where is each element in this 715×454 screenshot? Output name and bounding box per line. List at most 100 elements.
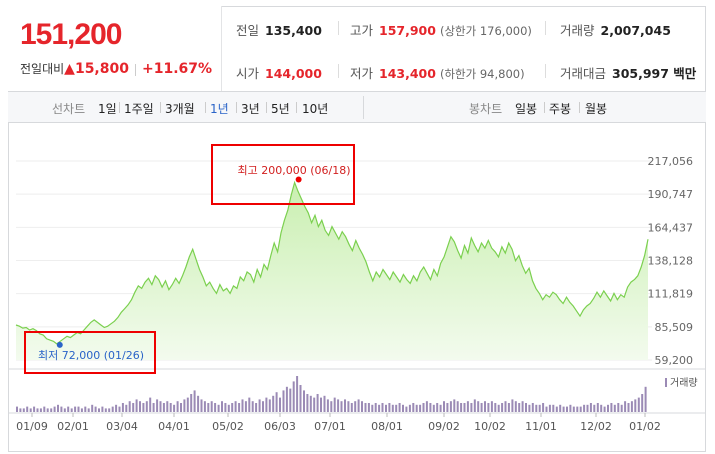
volume-bar (572, 406, 575, 412)
volume-bar (173, 404, 176, 412)
volume-bar (610, 403, 613, 412)
volume-bar (347, 401, 350, 412)
period-1y[interactable]: 1년 (210, 102, 229, 116)
volume-bar (265, 397, 268, 412)
volume-bar (125, 404, 128, 412)
volume-bar (487, 403, 490, 412)
volume-bar (238, 403, 241, 412)
period-5y[interactable]: 5년 (271, 102, 290, 116)
quote-panel: 151,200 전일대비▲15,800 +11.67% 전일 135,400 고가 1… (8, 6, 706, 92)
volume-bar (203, 401, 206, 412)
volume-bar (429, 403, 432, 412)
change-percent: +11.67% (141, 61, 213, 77)
volume-bar (422, 403, 425, 412)
volume-bar (497, 404, 500, 412)
candle-daily[interactable]: 일봉 (515, 102, 538, 116)
volume-bar (436, 403, 439, 412)
volume-bar (39, 408, 42, 412)
volume-bar (490, 401, 493, 412)
volume-bar (326, 399, 329, 412)
period-1d[interactable]: 1일 (98, 102, 117, 116)
max-annotation: 최고 200,000 (06/18) (237, 164, 350, 177)
high-price: 고가 157,900 (상한가 176,000) (350, 20, 532, 39)
period-1w[interactable]: 1주일 (124, 102, 154, 116)
volume-bar (214, 403, 217, 412)
volume-bar (357, 399, 360, 412)
volume-bar (548, 404, 551, 412)
volume-bar (231, 403, 234, 412)
volume-bar (248, 397, 251, 412)
volume-bar (494, 403, 497, 412)
volume-bar (555, 406, 558, 412)
volume-bar (453, 399, 456, 412)
volume-bar (244, 401, 247, 412)
volume-bar (337, 399, 340, 412)
divider (544, 102, 545, 113)
volume-bar (531, 403, 534, 412)
volume-bar (460, 403, 463, 412)
max-point (295, 176, 302, 183)
y-tick-label: 59,200 (655, 354, 694, 367)
upper-limit: (상한가 176,000) (439, 24, 532, 38)
volume-bar (644, 386, 647, 412)
volume-bar (586, 404, 589, 412)
min-annotation: 최저 72,000 (01/26) (38, 349, 144, 362)
volume-bar (268, 399, 271, 412)
volume-bar (402, 404, 404, 412)
volume-bar (627, 403, 630, 412)
volume-bar (361, 401, 363, 412)
volume-bar (333, 397, 336, 412)
volume-bar (67, 406, 70, 412)
volume-bar (412, 403, 415, 412)
volume-bar (118, 406, 121, 412)
period-10y[interactable]: 10년 (302, 102, 329, 116)
candle-weekly[interactable]: 주봉 (549, 102, 572, 116)
volume-legend-swatch (665, 378, 667, 387)
x-tick-label: 09/02 (428, 420, 460, 433)
volume-bar (569, 404, 572, 412)
volume-bar (57, 404, 59, 412)
volume-bar (371, 404, 374, 412)
line-chart-title: 선차트 (52, 102, 86, 116)
volume-bar (289, 388, 292, 412)
volume-bar (104, 408, 107, 412)
volume-bar (292, 381, 295, 412)
volume-bar (279, 397, 281, 412)
volume-bar (84, 406, 87, 412)
volume-bar (408, 404, 411, 412)
period-3m[interactable]: 3개월 (165, 102, 195, 116)
volume-bar (613, 404, 616, 412)
volume-bar (344, 399, 346, 412)
volume-bar (511, 399, 514, 412)
volume-bar (135, 399, 138, 412)
volume-bar (405, 406, 408, 412)
volume-bar (603, 406, 606, 412)
trade-amount: 거래대금 305,997 백만 (560, 63, 696, 82)
volume-bar (207, 403, 210, 412)
volume-bar (330, 401, 333, 412)
x-tick-label: 01/02 (629, 420, 661, 433)
divider (205, 102, 206, 113)
lower-limit: (하한가 94,800) (439, 67, 525, 81)
divider (545, 21, 546, 35)
volume-bar (443, 401, 445, 412)
volume-bar (16, 406, 18, 412)
x-tick-label: 02/01 (57, 420, 89, 433)
volume-bar (415, 404, 418, 412)
volume-bar (186, 397, 189, 412)
volume-bar (262, 401, 264, 412)
divider (296, 102, 297, 113)
volume-bar (200, 399, 203, 412)
x-tick-label: 01/09 (16, 420, 48, 433)
volume-bar (139, 401, 141, 412)
candle-monthly[interactable]: 월봉 (585, 102, 608, 116)
volume-bar (456, 401, 459, 412)
low-price: 저가 143,400 (하한가 94,800) (350, 63, 525, 82)
volume-bar (121, 403, 124, 412)
amount-value: 305,997 백만 (612, 66, 697, 81)
period-3y[interactable]: 3년 (241, 102, 260, 116)
volume-bar (94, 406, 97, 412)
volume-bar (176, 401, 179, 412)
volume-bar (350, 403, 353, 412)
